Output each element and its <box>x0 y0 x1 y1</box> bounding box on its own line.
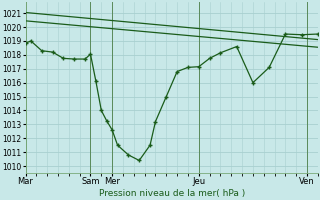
X-axis label: Pression niveau de la mer( hPa ): Pression niveau de la mer( hPa ) <box>99 189 245 198</box>
